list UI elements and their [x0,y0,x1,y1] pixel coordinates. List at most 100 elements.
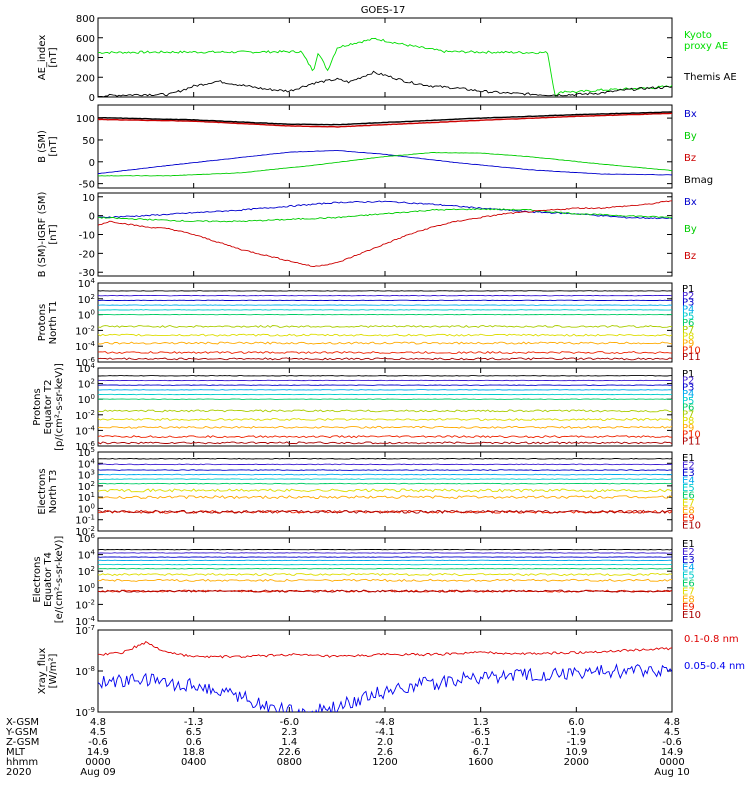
y-tick-label: -20 [79,249,95,260]
series-line-p3 [98,384,672,386]
y-axis-label: Equator T4 [43,552,54,607]
y-axis-label: Protons [37,304,48,341]
y-tick-label: 10-2 [75,409,95,422]
legend-label: P11 [682,436,701,447]
series-line-e10 [98,589,672,593]
legend-label: proxy AE [684,41,728,52]
legend-label: Bz [684,153,696,164]
panel-frame [97,104,673,189]
series-line-p2 [98,379,672,382]
series-line-p4 [98,304,672,306]
footer-value: -1.3 [184,717,204,728]
y-axis-label: [nT] [48,47,59,67]
y-tick-label: 10-4 [75,424,95,437]
series-line-p5 [98,393,672,396]
y-tick-label: 10-1 [75,514,95,527]
footer-value: -0.6 [88,737,108,748]
footer-value: 22.6 [278,747,300,758]
y-tick-label: 106 [78,532,96,545]
panel-bsm: -50 0 50 100 B (SM) [nT] Bx By Bz Bmag [37,104,713,191]
footer-row-label: X-GSM [6,717,39,728]
y-tick-label: 10-6 [75,440,95,453]
footer-value: 2.0 [377,737,393,748]
series-line-e4 [98,473,672,476]
legend-label: Bz [684,251,696,262]
y-tick-label: 200 [76,73,95,84]
footer-value: 1.3 [473,717,489,728]
footer-date: Aug 09 [80,767,115,778]
y-tick-label: -50 [79,180,95,191]
y-tick-label: 104 [78,362,96,375]
y-tick-label: 0 [89,212,95,223]
legend-label: E4 [682,476,695,487]
footer-value: 1200 [372,757,397,768]
y-tick-label: 10-2 [75,525,95,538]
y-tick-label: -10 [79,231,95,242]
y-axis-label: Xray_flux [37,648,48,695]
legend-label: 0.05-0.4 nm [684,661,745,672]
legend-label: E9 [682,513,695,524]
legend-label: E9 [682,602,695,613]
footer-value: 4.8 [90,717,106,728]
y-tick-label: 10-8 [75,665,95,678]
y-tick-label: 100 [78,502,95,515]
series-line-p8 [98,333,672,337]
legend-label: P6 [682,318,694,329]
legend-label: E2 [682,547,695,558]
footer-value: 6.0 [568,717,584,728]
y-axis-label: B (SM)-IGRF (SM) [37,192,48,278]
series-line-e7 [98,572,672,577]
legend-label: P1 [682,284,694,295]
footer-row-label: Z-GSM [6,737,39,748]
panel-data [98,375,672,445]
series-line-0-05-0-4-nm [98,663,672,712]
footer-value: 2000 [564,757,589,768]
y-tick-label: 600 [76,34,95,45]
legend-label: P10 [682,345,701,356]
panel-xray: 10-9 10-8 10-7 Xray_flux [W/m²] 0.1-0.8 nm 0.0… [37,624,745,719]
chart-title: GOES-17 [361,5,406,16]
series-line-e6 [98,482,672,485]
panel-data [98,290,672,361]
legend-label: By [684,131,697,142]
footer-row-label: MLT [6,747,26,758]
series-line-bz [98,200,672,267]
legend-label: P3 [682,298,694,309]
legend-label: E1 [682,539,695,550]
footer-value: 14.9 [661,747,683,758]
legend-label: E5 [682,483,695,494]
y-axis-label: [e/(cm²-s-sr-keV)] [54,536,65,624]
series-line-e3 [98,556,672,558]
series-line-p2 [98,294,672,297]
legend-label: Bx [684,197,697,208]
y-axis-label: Electrons [37,468,48,514]
y-tick-label: 400 [76,54,95,65]
series-line-p5 [98,309,672,311]
series-line-p7 [98,409,672,413]
y-axis-label: North T3 [48,470,59,514]
footer-value: -6.5 [471,727,491,738]
footer-value: 6.5 [186,727,202,738]
legend-label: P2 [682,376,694,387]
y-tick-label: 104 [78,549,96,562]
series-line-e10 [98,509,672,514]
legend-label: E1 [682,453,695,464]
legend-label: E3 [682,468,695,479]
series-line-p9 [98,425,672,429]
footer-value: -4.8 [375,717,395,728]
y-tick-label: 10-6 [75,356,95,369]
legend-label: P4 [682,389,694,400]
panel-pet2: 10-6 10-4 10-2 100 102 104 Protons Equator T2 [p… [32,362,701,453]
y-tick-label: 800 [76,14,95,25]
y-axis-label: Electrons [32,556,43,602]
legend-label: E7 [682,586,695,597]
legend-label: E8 [682,594,695,605]
footer-value: 0.6 [186,737,202,748]
series-line-e2 [98,463,672,466]
panel-data [98,37,672,97]
y-axis-label: Protons [32,388,43,425]
series-line-e5 [98,478,672,480]
series-line-p11 [98,441,672,445]
panel-data [98,548,672,593]
